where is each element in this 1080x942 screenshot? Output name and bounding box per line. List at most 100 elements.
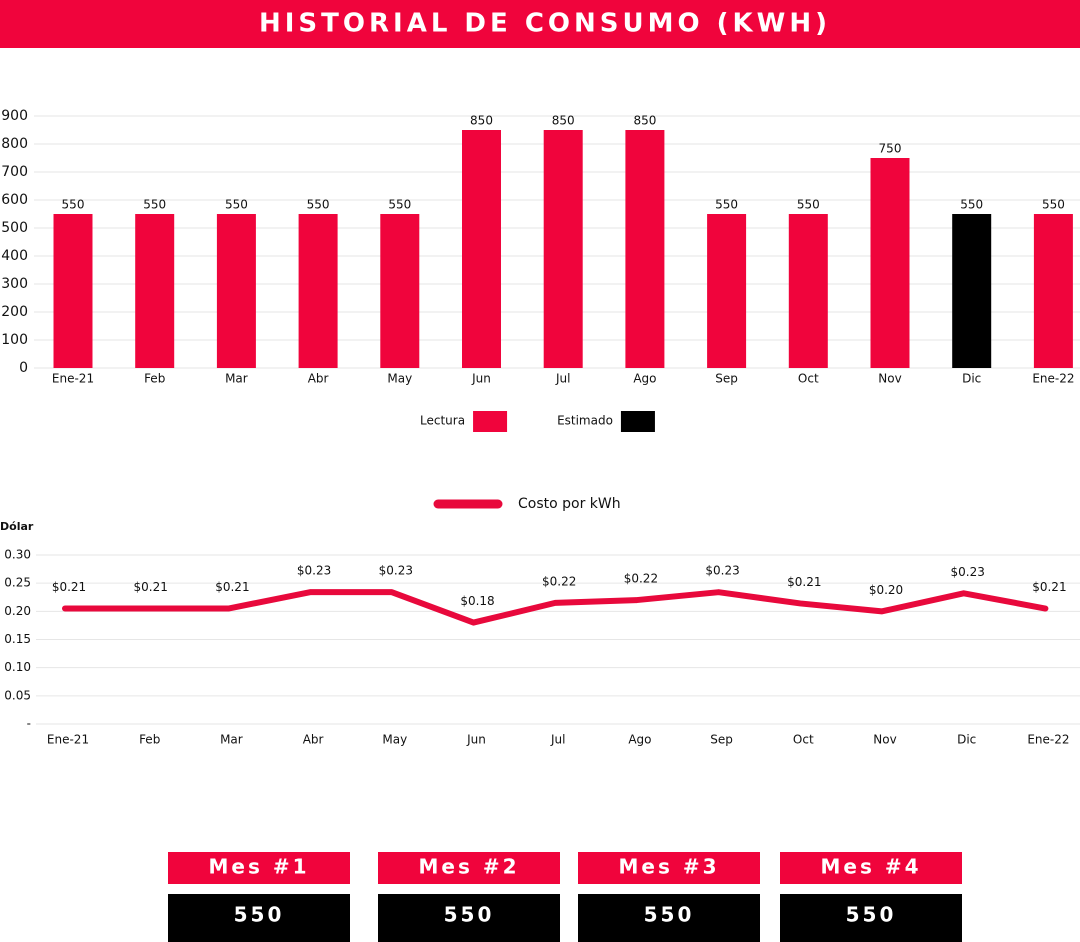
y-tick-label: 0.30 (4, 548, 31, 562)
x-tick-label: Sep (710, 733, 733, 747)
bar (53, 214, 93, 368)
bar (135, 214, 175, 368)
data-label: $0.23 (951, 565, 985, 579)
summary-label: Mes #3 (618, 855, 719, 879)
bar (298, 214, 338, 368)
x-tick-label: Feb (139, 733, 160, 747)
y-axis-label: Dólar (0, 520, 34, 533)
data-label: $0.23 (297, 564, 331, 578)
x-tick-label: Jun (466, 733, 486, 747)
data-label: $0.22 (542, 574, 576, 588)
legend-label: Costo por kWh (518, 496, 621, 512)
y-tick-label: 700 (1, 164, 28, 180)
y-tick-label: 100 (1, 332, 28, 348)
x-tick-label: Jun (471, 372, 491, 386)
x-tick-label: May (382, 733, 407, 747)
y-tick-label: 600 (1, 192, 28, 208)
bar (788, 214, 828, 368)
x-tick-label: Jul (550, 733, 565, 747)
data-label: 550 (62, 198, 85, 212)
summary-header (378, 852, 560, 884)
data-label: 850 (552, 114, 575, 128)
x-tick-label: Ago (628, 733, 651, 747)
x-tick-label: Mar (225, 372, 248, 386)
x-tick-label: May (387, 372, 412, 386)
x-tick-label: Oct (793, 733, 814, 747)
x-tick-label: Ene-21 (47, 733, 89, 747)
x-tick-label: Jul (555, 372, 570, 386)
y-tick-label: 400 (1, 248, 28, 264)
summary-body (378, 894, 560, 942)
x-tick-label: Ene-21 (52, 372, 94, 386)
legend-swatch (473, 411, 508, 432)
line (62, 589, 1049, 626)
bar (625, 130, 665, 368)
x-tick-label: Abr (308, 372, 329, 386)
x-tick-label: Oct (798, 372, 819, 386)
y-tick-label: 900 (1, 108, 28, 124)
data-label: 550 (225, 198, 248, 212)
data-label: $0.21 (1032, 580, 1066, 594)
data-label: 750 (879, 142, 902, 156)
bar (952, 214, 992, 368)
summary-label: Mes #4 (820, 855, 921, 879)
data-label: $0.23 (705, 564, 739, 578)
summary-label: Mes #2 (418, 855, 519, 879)
y-tick-label: 300 (1, 276, 28, 292)
x-tick-label: Abr (303, 733, 324, 747)
data-label: $0.21 (215, 580, 249, 594)
header-bar (0, 0, 1080, 48)
x-tick-label: Nov (873, 733, 896, 747)
summary-value: 550 (444, 903, 495, 927)
x-tick-label: Ago (633, 372, 656, 386)
summary-body (168, 894, 350, 942)
x-tick-label: Ene-22 (1027, 733, 1069, 747)
summary-body (780, 894, 962, 942)
bar (380, 214, 420, 368)
legend-label: Estimado (557, 414, 613, 428)
x-tick-label: Feb (144, 372, 165, 386)
data-label: $0.21 (52, 580, 86, 594)
data-label: 550 (1042, 198, 1065, 212)
y-tick-label: 0.05 (4, 688, 31, 702)
summary-value: 550 (846, 903, 897, 927)
data-label: 550 (797, 198, 820, 212)
bar (870, 158, 910, 368)
data-label: 550 (388, 198, 411, 212)
bar (707, 214, 747, 368)
y-tick-label: 0.10 (4, 660, 31, 674)
summary-label: Mes #1 (208, 855, 309, 879)
x-tick-label: Sep (715, 372, 738, 386)
y-tick-label: 500 (1, 220, 28, 236)
y-tick-label: 0 (19, 360, 28, 376)
data-label: $0.23 (379, 564, 413, 578)
header-title: HISTORIAL DE CONSUMO (KWH) (259, 9, 831, 39)
y-tick-label: 0.20 (4, 604, 31, 618)
data-label: $0.22 (624, 572, 658, 586)
data-label: 850 (470, 114, 493, 128)
data-label: $0.18 (460, 594, 494, 608)
data-label: $0.21 (787, 575, 821, 589)
bar (216, 214, 256, 368)
bar (1033, 214, 1073, 368)
data-label: 550 (960, 198, 983, 212)
y-tick-label: 0.15 (4, 632, 31, 646)
x-tick-label: Dic (957, 733, 976, 747)
x-tick-label: Nov (878, 372, 901, 386)
y-tick-label: - (27, 717, 31, 731)
legend-swatch (620, 411, 655, 432)
x-tick-label: Mar (220, 733, 243, 747)
data-label: 850 (633, 114, 656, 128)
bar (462, 130, 501, 368)
bar (543, 130, 583, 368)
data-label: $0.21 (134, 580, 168, 594)
y-tick-label: 0.25 (4, 576, 31, 590)
y-tick-label: 800 (1, 136, 28, 152)
summary-value: 550 (234, 903, 285, 927)
summary-header (168, 852, 350, 884)
x-tick-label: Ene-22 (1032, 372, 1074, 386)
data-label: 550 (307, 198, 330, 212)
data-label: 550 (715, 198, 738, 212)
summary-value: 550 (644, 903, 695, 927)
